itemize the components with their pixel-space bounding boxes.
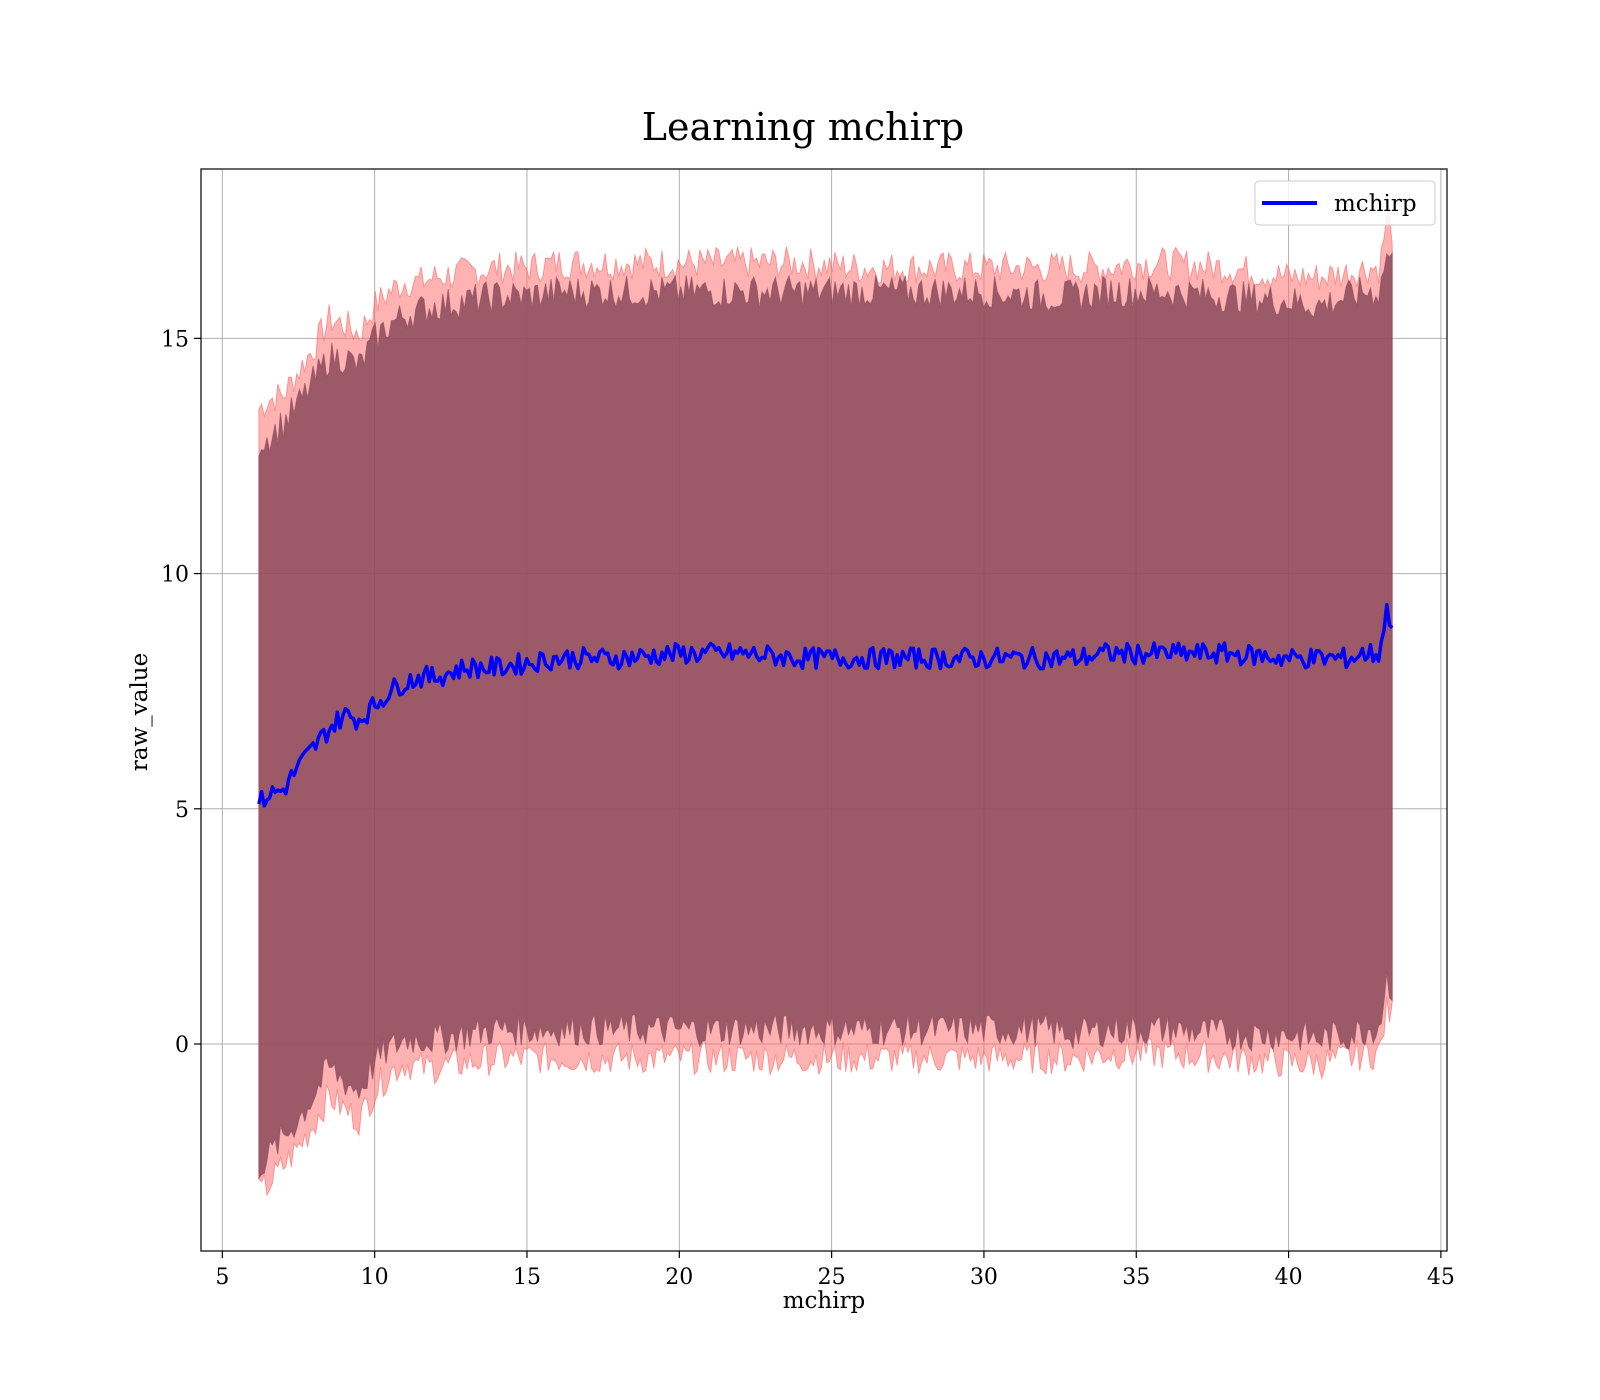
y-tick-label: 0 xyxy=(175,1033,189,1058)
series-line-mchirp xyxy=(257,602,1394,808)
plot-frame xyxy=(200,168,1448,1252)
series-lines xyxy=(257,602,1394,808)
legend-box xyxy=(1254,180,1436,226)
x-tick-label: 20 xyxy=(665,1265,693,1290)
x-tick-label: 5 xyxy=(215,1265,229,1290)
inner-band xyxy=(258,251,1393,1180)
x-tick-label: 25 xyxy=(818,1265,846,1290)
x-tick-label: 30 xyxy=(970,1265,998,1290)
confidence-bands xyxy=(258,214,1393,1197)
legend: mchirp xyxy=(1254,180,1436,226)
x-tick-label: 15 xyxy=(513,1265,541,1290)
y-tick-label: 15 xyxy=(161,327,189,352)
x-tick-label: 45 xyxy=(1427,1265,1455,1290)
y-tick-label: 5 xyxy=(175,798,189,823)
x-tick-label: 10 xyxy=(361,1265,389,1290)
y-axis: 0 5 10 15 xyxy=(161,327,201,1058)
chart-title: Learning mchirp xyxy=(642,105,964,149)
x-tick-label: 35 xyxy=(1122,1265,1150,1290)
x-axis: 5 10 15 20 25 30 35 40 45 xyxy=(215,1251,1455,1290)
y-tick-label: 10 xyxy=(161,563,189,588)
y-axis-label: raw_value xyxy=(127,653,153,771)
x-tick-label: 40 xyxy=(1275,1265,1303,1290)
x-axis-label: mchirp xyxy=(783,1288,866,1314)
legend-label-mchirp: mchirp xyxy=(1334,191,1417,217)
